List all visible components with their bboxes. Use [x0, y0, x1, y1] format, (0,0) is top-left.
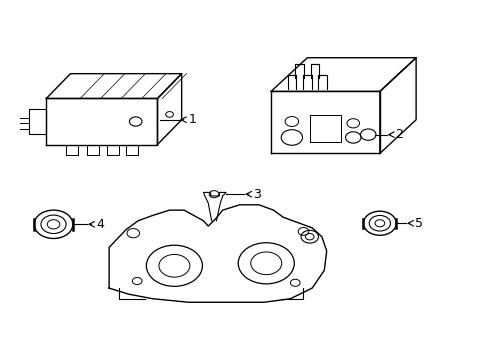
Text: 4: 4	[96, 218, 104, 231]
Text: 1: 1	[188, 113, 196, 126]
Text: 5: 5	[414, 217, 422, 230]
Text: 3: 3	[253, 188, 261, 201]
Text: 2: 2	[394, 128, 403, 141]
